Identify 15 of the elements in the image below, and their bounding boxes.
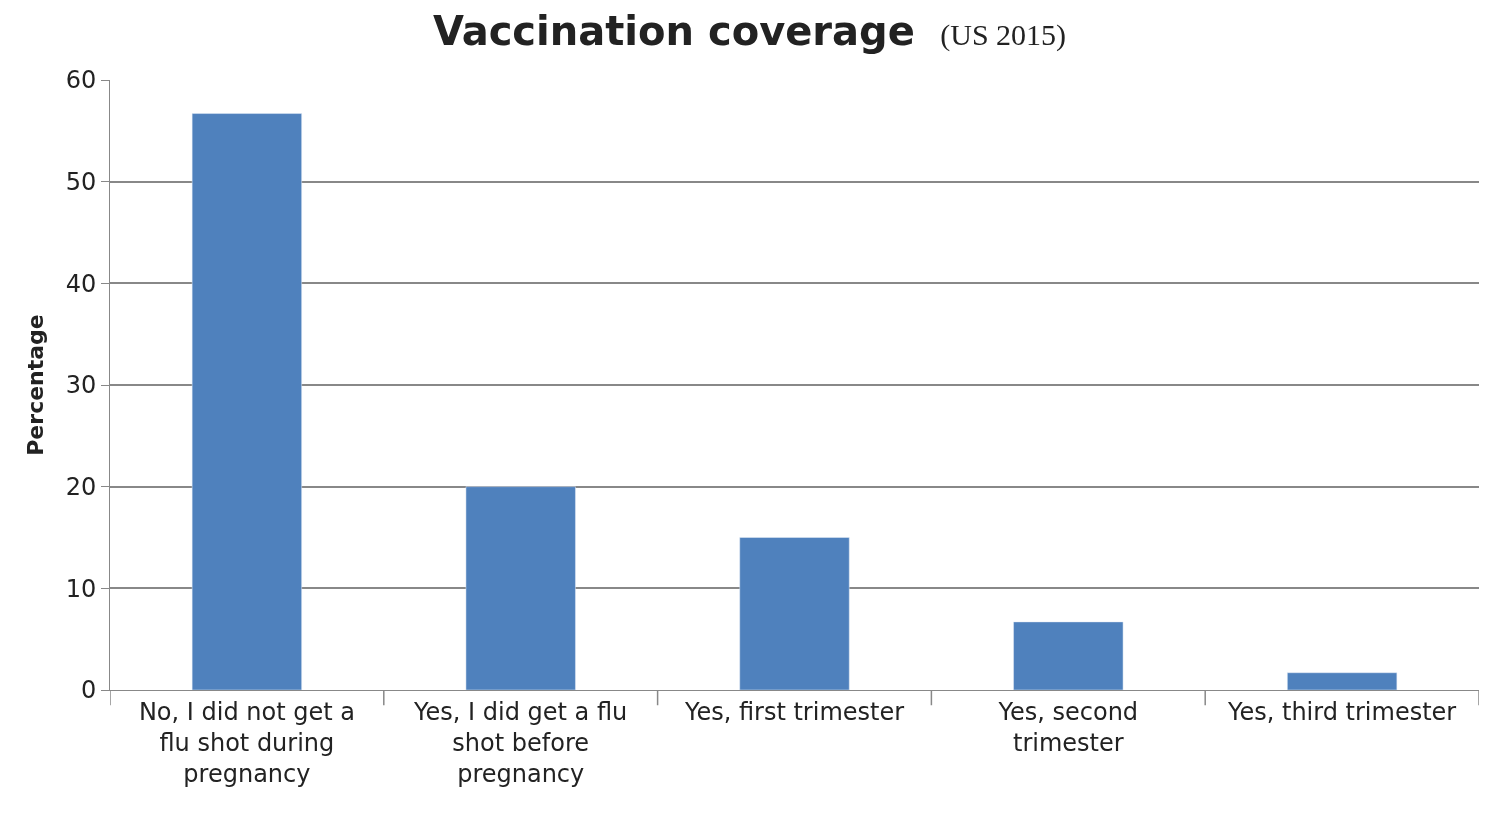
x-tick-label: No, I did not get a flu shot during pregnancy: [138, 697, 355, 789]
y-axis-title: Percentage: [23, 314, 49, 456]
chart-title: Vaccination coverage: [432, 7, 915, 54]
x-tick-label: Yes, I did get a flu shot before pregnancy: [413, 697, 628, 789]
x-tick-label: Yes, second trimester: [997, 697, 1139, 757]
y-tick-label: 50: [65, 168, 97, 197]
y-tick-label: 60: [65, 66, 97, 95]
chart-subtitle: (US 2015): [940, 17, 1067, 52]
x-tick-label: Yes, first trimester: [683, 697, 905, 726]
y-tick-label: 20: [65, 473, 97, 502]
y-tick-label: 30: [65, 371, 97, 400]
y-tick-label: 40: [65, 269, 97, 298]
x-tick-label: Yes, third trimester: [1226, 697, 1457, 726]
y-tick-label: 10: [65, 574, 97, 603]
y-tick-label: 0: [80, 676, 97, 705]
